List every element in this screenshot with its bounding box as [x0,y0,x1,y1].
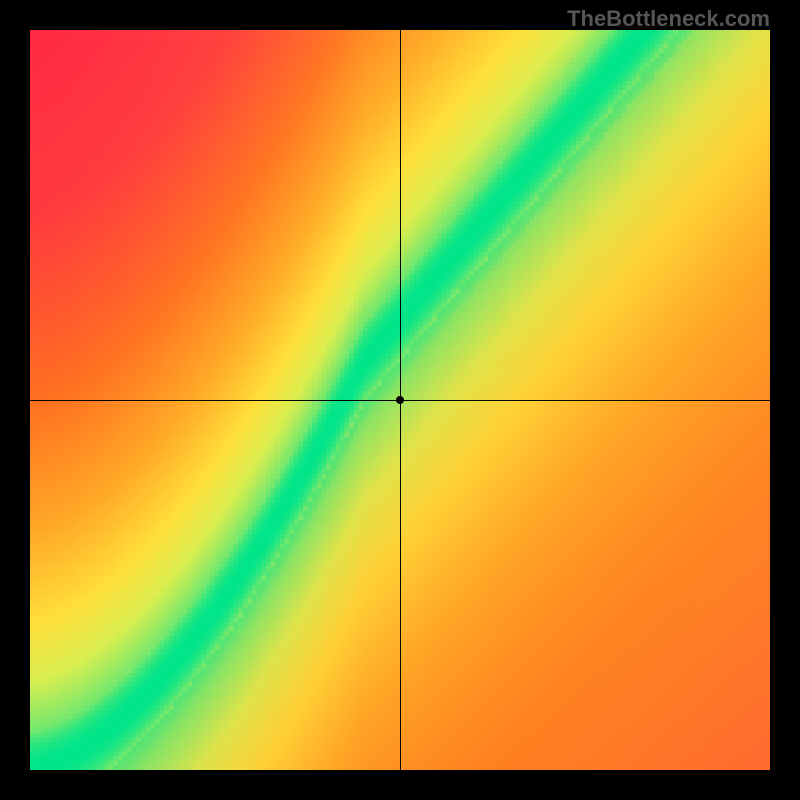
plot-area [30,30,770,770]
crosshair-dot [396,396,404,404]
watermark-text: TheBottleneck.com [567,6,770,32]
outer-frame: TheBottleneck.com [0,0,800,800]
